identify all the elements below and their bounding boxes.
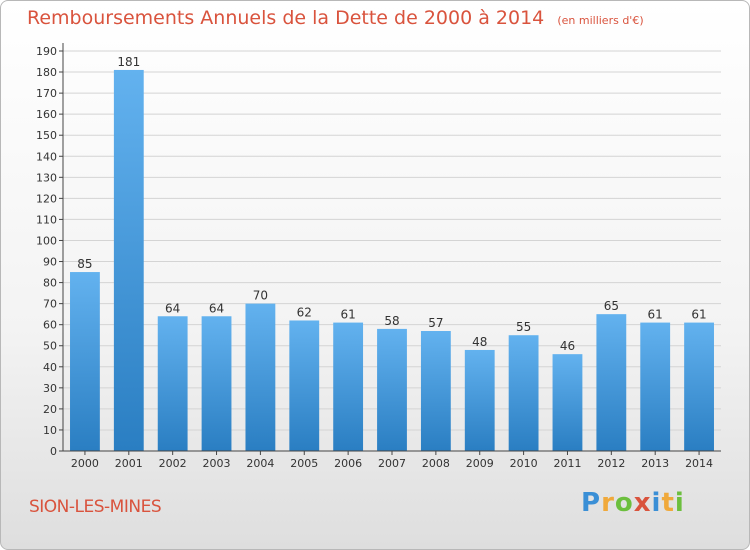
bar-2004 bbox=[245, 303, 276, 451]
data-labels: 85 181 64 64 70 62 61 58 57 48 55 46 65 61 61 bbox=[77, 55, 706, 353]
y-tick-label: 190 bbox=[36, 45, 57, 58]
data-label-2011: 46 bbox=[560, 339, 575, 353]
data-label-2007: 58 bbox=[384, 314, 399, 328]
y-tick-label: 100 bbox=[36, 234, 57, 247]
y-tick-label: 180 bbox=[36, 66, 57, 79]
y-tick-label: 110 bbox=[36, 213, 57, 226]
bar-2000 bbox=[70, 272, 100, 451]
bar-2010 bbox=[508, 335, 539, 451]
y-tick-label: 150 bbox=[36, 129, 57, 142]
x-tick-label-2014: 2014 bbox=[685, 457, 713, 470]
y-tick-label: 90 bbox=[43, 256, 57, 269]
logo-letter: i bbox=[651, 488, 662, 518]
x-tick-label-2011: 2011 bbox=[553, 457, 581, 470]
data-label-2004: 70 bbox=[253, 289, 268, 303]
x-tick-label-2001: 2001 bbox=[115, 457, 143, 470]
bar-2012 bbox=[596, 314, 627, 451]
bar-2005 bbox=[289, 320, 320, 451]
bar-2014 bbox=[684, 322, 714, 451]
data-label-2000: 85 bbox=[77, 257, 92, 271]
y-tick-label: 170 bbox=[36, 87, 57, 100]
x-tick-label-2006: 2006 bbox=[334, 457, 362, 470]
y-axis-ticks: 0 10 20 30 40 50 60 70 80 90 100 110 120 130 140 150 160… bbox=[36, 45, 63, 458]
x-tick-label-2003: 2003 bbox=[203, 457, 231, 470]
bar-2003 bbox=[201, 316, 232, 451]
logo-letter: x bbox=[633, 488, 652, 518]
logo-letter: o bbox=[614, 488, 634, 518]
data-label-2005: 62 bbox=[297, 305, 312, 319]
bar-2002 bbox=[157, 316, 188, 451]
y-tick-label: 30 bbox=[43, 382, 57, 395]
bar-2013 bbox=[640, 322, 671, 451]
logo-letter: t bbox=[661, 488, 675, 518]
x-tick-label-2007: 2007 bbox=[378, 457, 406, 470]
x-tick-label-2012: 2012 bbox=[597, 457, 625, 470]
data-label-2012: 65 bbox=[604, 299, 619, 313]
y-tick-label: 50 bbox=[43, 340, 57, 353]
y-tick-label: 20 bbox=[43, 403, 57, 416]
x-tick-label-2009: 2009 bbox=[466, 457, 494, 470]
data-label-2008: 57 bbox=[428, 316, 443, 330]
x-tick-label-2004: 2004 bbox=[246, 457, 274, 470]
y-tick-label: 70 bbox=[43, 298, 57, 311]
data-label-2014: 61 bbox=[691, 308, 706, 322]
y-tick-label: 40 bbox=[43, 361, 57, 374]
bars bbox=[70, 69, 714, 452]
x-tick-label-2013: 2013 bbox=[641, 457, 669, 470]
commune-name: SION-LES-MINES bbox=[29, 497, 162, 517]
data-label-2003: 64 bbox=[209, 301, 224, 315]
bar-2008 bbox=[420, 331, 451, 451]
data-label-2009: 48 bbox=[472, 335, 487, 349]
x-axis-ticks: 2000 2001 2002 2003 2004 2005 2006 2007 2008 2009… bbox=[71, 451, 713, 470]
bar-2011 bbox=[552, 354, 583, 451]
bar-2006 bbox=[333, 322, 364, 451]
data-label-2001: 181 bbox=[117, 55, 140, 69]
y-tick-label: 160 bbox=[36, 108, 57, 121]
y-tick-label: 80 bbox=[43, 277, 57, 290]
data-label-2002: 64 bbox=[165, 301, 180, 315]
data-label-2010: 55 bbox=[516, 320, 531, 334]
bar-2007 bbox=[377, 328, 407, 451]
data-label-2013: 61 bbox=[648, 308, 663, 322]
bar-2009 bbox=[464, 349, 495, 451]
chart-subtitle: (en milliers d'€) bbox=[557, 14, 644, 27]
proxiti-logo: Proxiti bbox=[581, 488, 685, 518]
y-tick-label: 10 bbox=[43, 424, 57, 437]
x-tick-label-2010: 2010 bbox=[510, 457, 538, 470]
x-tick-label-2008: 2008 bbox=[422, 457, 450, 470]
chart-header: Remboursements Annuels de la Dette de 20… bbox=[27, 7, 644, 29]
y-tick-label: 130 bbox=[36, 171, 57, 184]
x-tick-label-2000: 2000 bbox=[71, 457, 99, 470]
chart-title: Remboursements Annuels de la Dette de 20… bbox=[27, 7, 545, 29]
data-label-2006: 61 bbox=[340, 308, 355, 322]
bar-2001 bbox=[113, 69, 144, 452]
y-tick-label: 120 bbox=[36, 192, 57, 205]
logo-letter: P bbox=[581, 488, 602, 518]
y-tick-label: 140 bbox=[36, 150, 57, 163]
x-tick-label-2002: 2002 bbox=[159, 457, 187, 470]
x-tick-label-2005: 2005 bbox=[290, 457, 318, 470]
logo-letter: i bbox=[674, 488, 685, 518]
y-tick-label: 0 bbox=[50, 445, 57, 458]
logo-letter: r bbox=[601, 488, 615, 518]
y-tick-label: 60 bbox=[43, 319, 57, 332]
